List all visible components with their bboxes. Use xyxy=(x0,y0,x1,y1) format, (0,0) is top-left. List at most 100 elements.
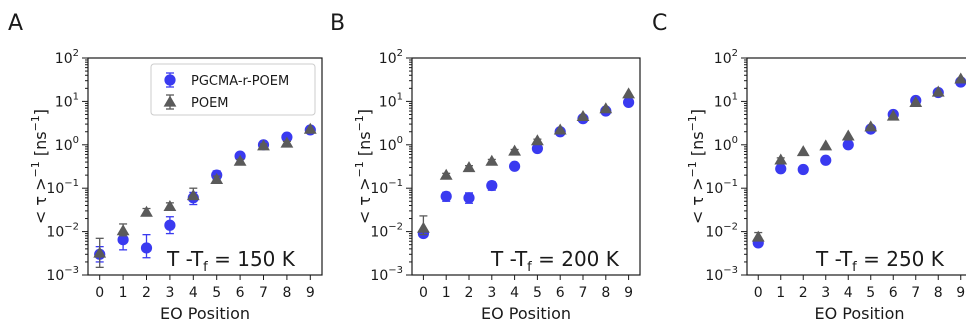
y-axis-title: < τ >−1 [ns−1] xyxy=(353,109,374,224)
x-tick-label: 7 xyxy=(579,285,588,301)
data-point-triangle xyxy=(599,102,613,114)
series-PGCMA-r-POEM xyxy=(94,124,316,263)
x-tick-label: 9 xyxy=(624,285,633,301)
x-tick-label: 5 xyxy=(866,285,875,301)
axes-frame xyxy=(411,57,641,276)
x-tick-label: 6 xyxy=(889,285,898,301)
legend-label: POEM xyxy=(191,96,229,111)
data-point-circle xyxy=(842,139,854,151)
series-PGCMA-r-POEM xyxy=(417,96,635,240)
data-point-triangle xyxy=(233,154,247,166)
x-tick-label: 5 xyxy=(212,285,221,301)
x-tick-label: 6 xyxy=(236,285,245,301)
data-point-triangle xyxy=(774,153,788,165)
x-tick-label: 4 xyxy=(844,285,853,301)
y-tick-label: 10−3 xyxy=(46,265,79,284)
x-tick-label: 8 xyxy=(934,285,943,301)
y-tick-label: 10−2 xyxy=(46,222,79,241)
series-POEM xyxy=(417,87,635,236)
temperature-annotation: T -Tf = 250 K xyxy=(815,247,945,275)
x-tick-label: 1 xyxy=(442,285,451,301)
legend-marker-circle xyxy=(164,74,176,86)
x-tick-label: 2 xyxy=(465,285,474,301)
legend-box xyxy=(150,63,316,116)
x-tick-label: 7 xyxy=(259,285,268,301)
axes-frame xyxy=(746,57,966,276)
y-tick-label: 100 xyxy=(379,135,403,154)
y-axis-title: < τ >−1 [ns−1] xyxy=(29,109,50,224)
data-point-circle xyxy=(140,242,153,254)
y-tick-label: 100 xyxy=(714,135,738,154)
y-tick-label: 100 xyxy=(55,135,79,154)
y-tick-label: 102 xyxy=(379,48,403,67)
data-point-circle xyxy=(820,154,832,166)
data-point-triangle xyxy=(163,200,177,212)
y-tick-label: 101 xyxy=(714,91,738,110)
data-point-triangle xyxy=(864,120,878,132)
x-axis-title: EO Position xyxy=(160,304,250,323)
data-point-triangle xyxy=(819,139,833,151)
panel-C: C 0 1 2 3 4 5 6 7 8 9 10−3 10−2 10−1 100 101 102 EO Posit… xyxy=(652,11,966,323)
data-point-circle xyxy=(623,96,635,108)
data-point-circle xyxy=(797,163,809,176)
panel-letter: C xyxy=(652,11,667,36)
data-point-triangle xyxy=(553,123,567,135)
data-point-circle xyxy=(117,234,129,246)
data-point-circle xyxy=(775,163,787,175)
data-point-triangle xyxy=(462,161,476,173)
x-tick-label: 3 xyxy=(487,285,496,301)
data-point-triangle xyxy=(931,85,945,97)
legend: PGCMA-r-POEM POEM xyxy=(150,63,316,116)
data-point-triangle xyxy=(116,224,130,236)
x-tick-label: 7 xyxy=(911,285,920,301)
data-point-circle xyxy=(486,179,498,192)
temperature-annotation: T -Tf = 150 K xyxy=(166,247,296,275)
data-point-circle xyxy=(440,190,452,202)
data-point-triangle xyxy=(186,189,200,201)
data-point-triangle xyxy=(210,172,224,184)
panel-letter: A xyxy=(8,11,23,36)
x-axis-title: EO Position xyxy=(481,304,571,323)
data-point-triangle xyxy=(485,154,499,166)
x-axis-title: EO Position xyxy=(814,304,904,323)
data-point-triangle xyxy=(841,129,855,141)
x-tick-label: 2 xyxy=(142,285,151,301)
data-point-triangle xyxy=(303,122,317,134)
data-point-triangle xyxy=(93,246,107,258)
x-tick-label: 1 xyxy=(776,285,785,301)
data-point-triangle xyxy=(886,109,900,121)
x-tick-label: 6 xyxy=(556,285,565,301)
panel-letter: B xyxy=(330,11,345,36)
x-tick-label: 4 xyxy=(189,285,198,301)
y-tick-label: 10−2 xyxy=(370,222,403,241)
x-tick-label: 0 xyxy=(419,285,428,301)
data-point-triangle xyxy=(622,87,635,99)
data-point-triangle xyxy=(257,139,270,151)
x-tick-label: 0 xyxy=(95,285,104,301)
data-point-triangle xyxy=(796,145,810,157)
x-tick-label: 8 xyxy=(601,285,610,301)
data-point-circle xyxy=(531,142,544,155)
axes-frame xyxy=(87,57,323,276)
x-tick-label: 3 xyxy=(165,285,174,301)
y-tick-label: 10−3 xyxy=(370,265,403,284)
data-point-triangle xyxy=(751,230,765,242)
x-tick-label: 1 xyxy=(119,285,128,301)
data-point-triangle xyxy=(576,110,590,122)
x-tick-label: 0 xyxy=(754,285,763,301)
data-point-triangle xyxy=(508,144,521,156)
x-tick-label: 8 xyxy=(282,285,291,301)
legend-marker-triangle xyxy=(163,95,177,107)
y-tick-label: 10−1 xyxy=(46,178,79,197)
y-tick-label: 10−1 xyxy=(370,178,403,197)
y-axis-title: < τ >−1 [ns−1] xyxy=(686,109,707,224)
x-tick-label: 3 xyxy=(821,285,830,301)
x-tick-label: 9 xyxy=(306,285,315,301)
series-POEM xyxy=(751,72,966,242)
data-point-triangle xyxy=(909,95,923,107)
data-point-circle xyxy=(508,160,521,172)
x-tick-label: 5 xyxy=(533,285,542,301)
series-POEM xyxy=(93,122,317,269)
y-tick-label: 10−2 xyxy=(705,222,738,241)
